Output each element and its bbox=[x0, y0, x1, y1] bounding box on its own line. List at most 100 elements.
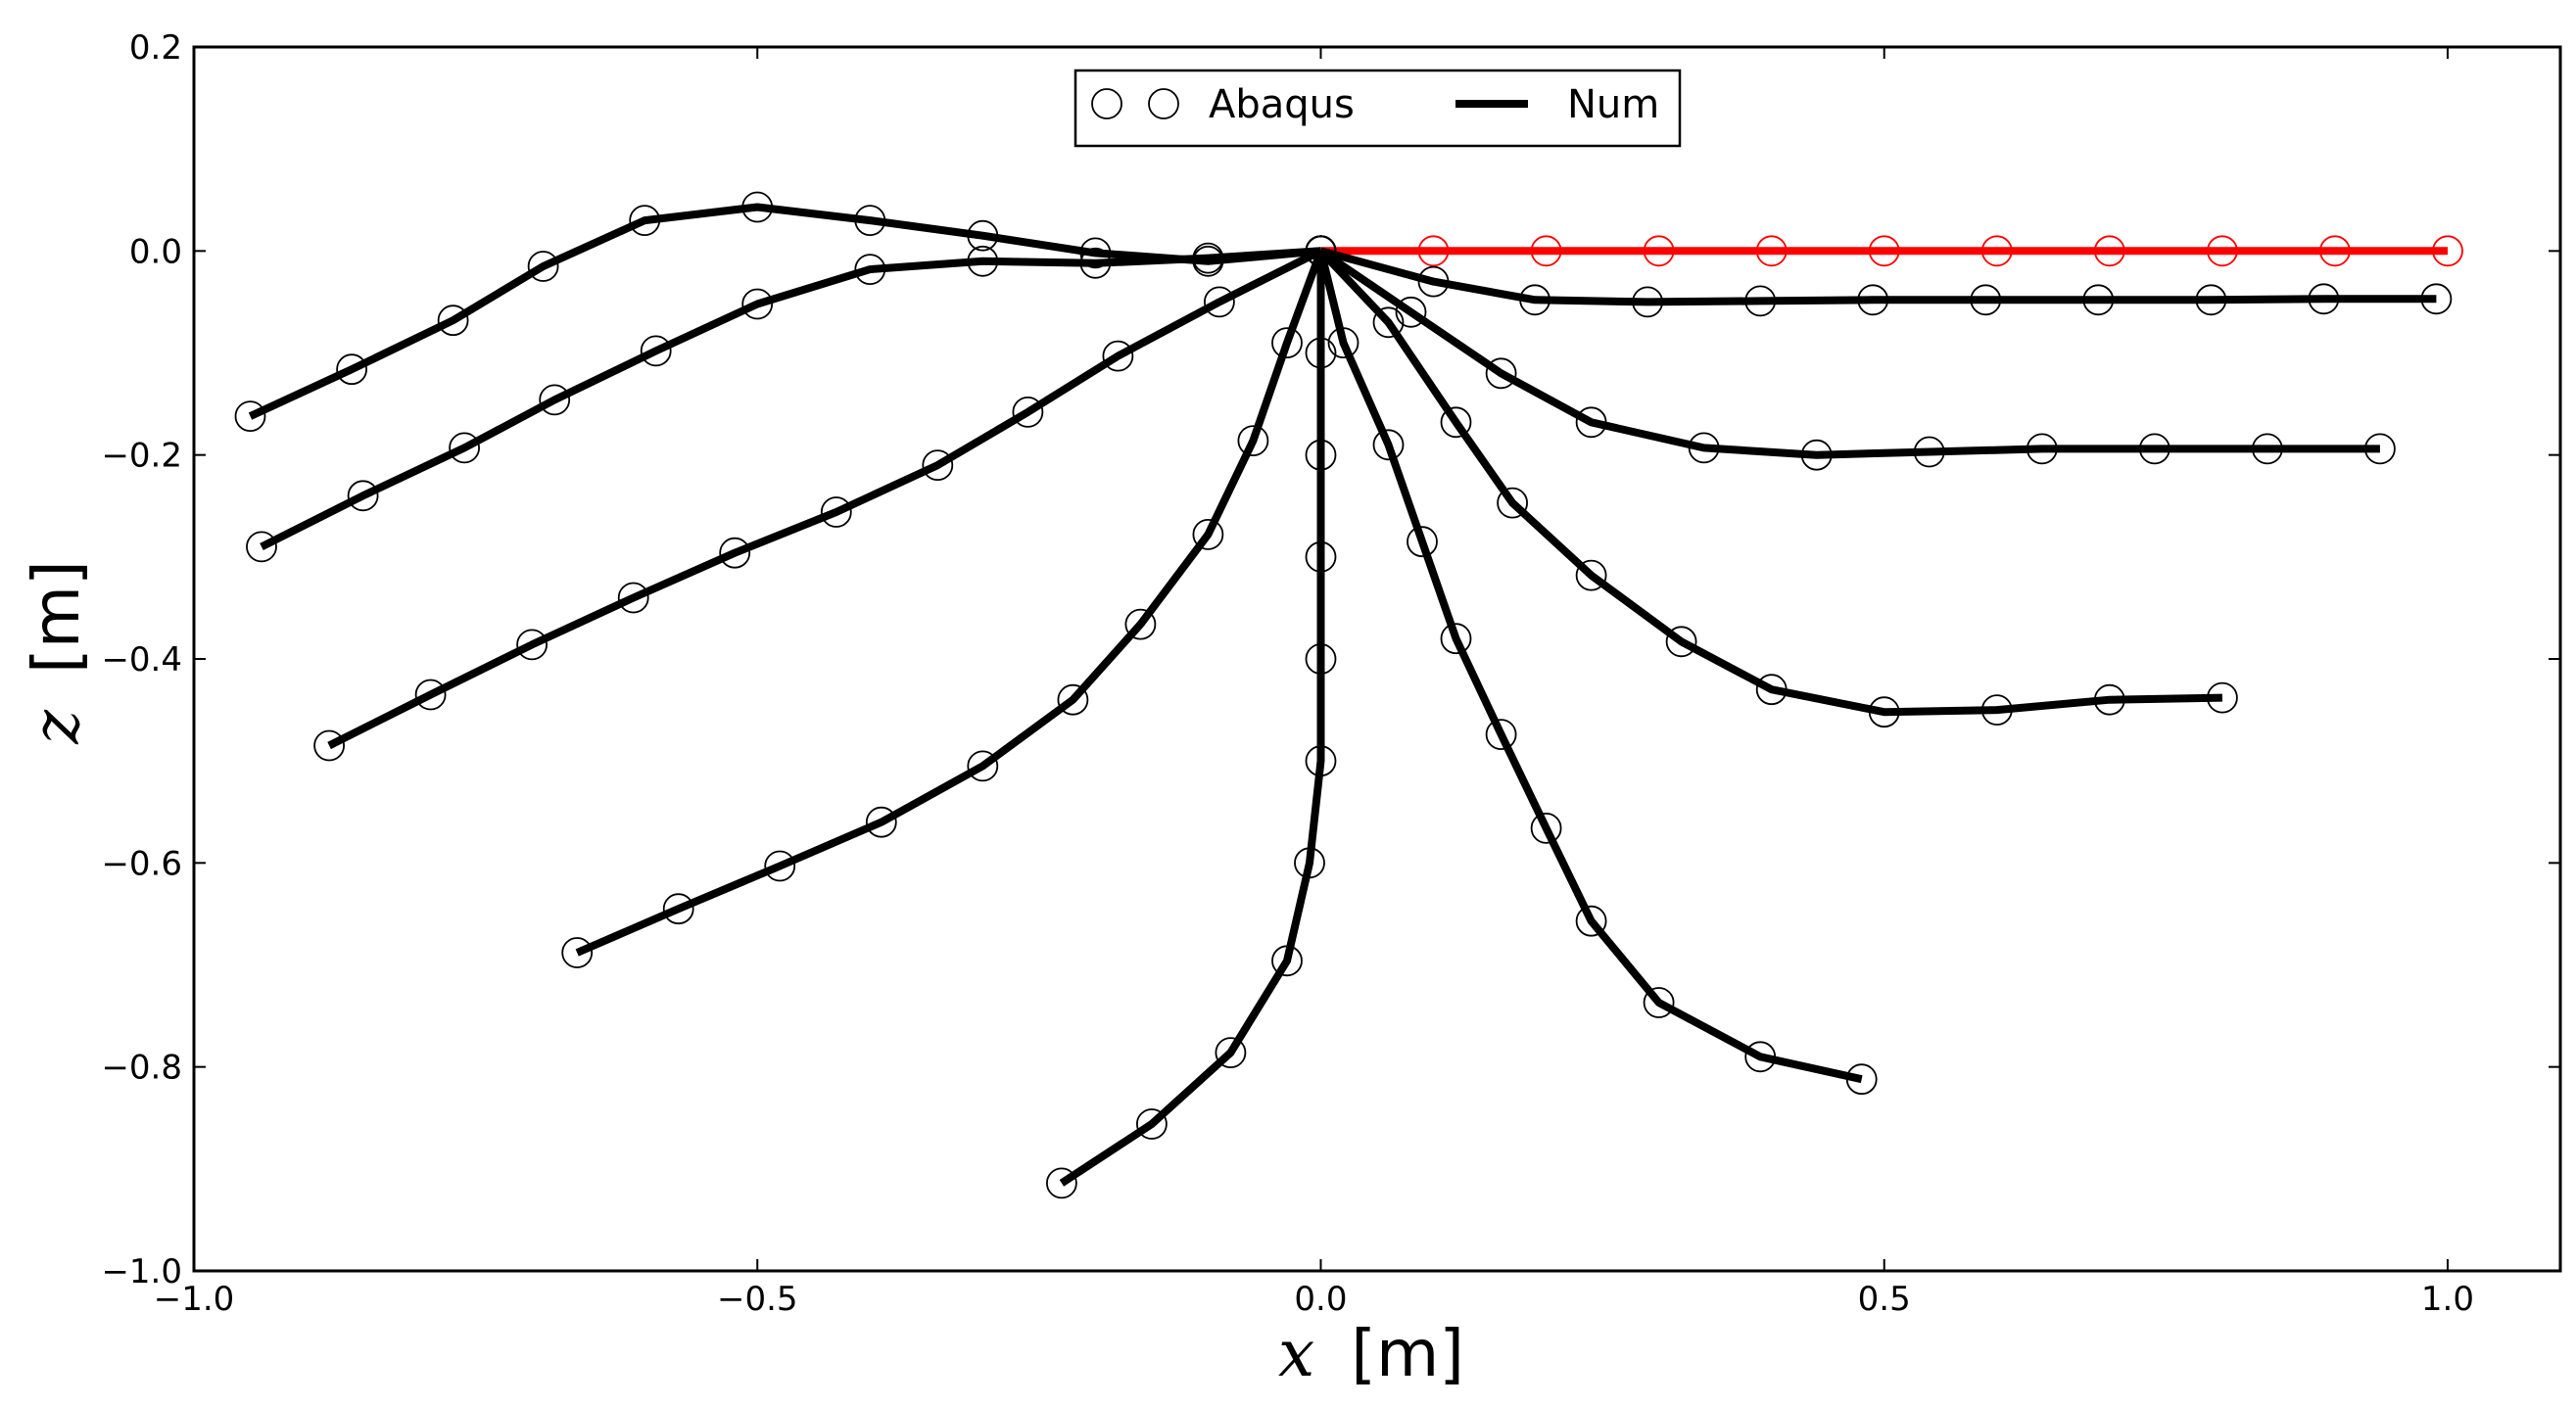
data-point bbox=[2308, 283, 2340, 315]
data-point bbox=[1215, 1037, 1247, 1068]
data-point bbox=[854, 254, 886, 286]
data-point bbox=[449, 432, 481, 464]
x-axis-variable: x bbox=[1278, 1316, 1314, 1391]
data-point bbox=[741, 191, 774, 223]
data-point bbox=[1980, 235, 2013, 267]
y-tick-label: −0.6 bbox=[101, 844, 182, 883]
data-point bbox=[854, 205, 886, 237]
legend: Abaqus Num bbox=[1073, 69, 1682, 148]
data-point bbox=[1632, 286, 1663, 318]
series-8 bbox=[246, 235, 1337, 563]
x-tick-label: −0.5 bbox=[717, 1280, 798, 1319]
data-point bbox=[1046, 1167, 1077, 1199]
series-line bbox=[248, 203, 1321, 420]
y-tick-label: −0.2 bbox=[101, 437, 182, 476]
data-point bbox=[1294, 847, 1325, 879]
data-point bbox=[1372, 306, 1405, 339]
data-point bbox=[719, 537, 751, 569]
data-point bbox=[1305, 235, 1337, 267]
data-point bbox=[1440, 623, 1472, 655]
data-point bbox=[2026, 433, 2058, 465]
data-point bbox=[1913, 436, 1945, 468]
svg-text:x [m]: x [m] bbox=[1278, 1316, 1464, 1391]
data-point bbox=[1519, 284, 1550, 316]
series-7 bbox=[313, 235, 1337, 762]
data-point bbox=[1497, 487, 1528, 519]
data-point bbox=[764, 850, 796, 882]
data-point bbox=[234, 400, 266, 433]
data-point bbox=[1305, 337, 1337, 369]
data-point bbox=[1192, 519, 1224, 550]
data-point bbox=[2138, 433, 2171, 465]
data-point bbox=[1237, 425, 1269, 457]
data-point bbox=[1868, 696, 1900, 728]
data-point bbox=[1643, 235, 1675, 267]
data-point bbox=[1530, 235, 1562, 267]
legend-abaqus-marker bbox=[1091, 88, 1122, 119]
data-point bbox=[2093, 683, 2125, 716]
data-point bbox=[414, 679, 447, 711]
series-line bbox=[1319, 247, 2437, 306]
data-point bbox=[437, 305, 469, 337]
data-point bbox=[2432, 235, 2463, 267]
series-line bbox=[1317, 248, 2222, 717]
data-point bbox=[1970, 284, 2002, 316]
x-tick-label: 0.5 bbox=[1858, 1280, 1911, 1319]
y-axis-unit: [m] bbox=[19, 560, 94, 674]
data-point bbox=[1665, 626, 1697, 658]
x-tick-label: 0.0 bbox=[1294, 1280, 1347, 1319]
data-point bbox=[1327, 327, 1360, 359]
data-point bbox=[1575, 559, 1607, 591]
data-point bbox=[1485, 719, 1517, 750]
data-point bbox=[1530, 813, 1562, 844]
data-point bbox=[741, 288, 774, 320]
y-tick-label: −1.0 bbox=[101, 1252, 182, 1291]
data-point bbox=[2420, 283, 2453, 315]
series-0 bbox=[1305, 235, 2463, 267]
series-5 bbox=[1046, 235, 1337, 1199]
data-point bbox=[313, 729, 346, 762]
series-2 bbox=[1305, 235, 2396, 471]
data-point bbox=[1102, 340, 1134, 372]
y-tick-label: 0.2 bbox=[129, 28, 182, 68]
series-line bbox=[1318, 247, 2380, 459]
data-point bbox=[1744, 285, 1777, 317]
series-4 bbox=[1305, 235, 1878, 1096]
data-point bbox=[820, 496, 852, 528]
data-point bbox=[1744, 1041, 1777, 1073]
data-point bbox=[2093, 235, 2125, 267]
data-point bbox=[1417, 235, 1450, 267]
series-line bbox=[327, 247, 1323, 750]
y-axis-variable: z bbox=[19, 709, 94, 745]
data-point bbox=[1305, 643, 1337, 675]
svg-text:z [m]: z [m] bbox=[19, 560, 94, 745]
data-point bbox=[865, 806, 897, 838]
data-point bbox=[561, 937, 594, 968]
data-point bbox=[1980, 694, 2013, 726]
data-point bbox=[1395, 296, 1427, 328]
legend-abaqus-label: Abaqus bbox=[1209, 82, 1355, 127]
x-tick-label: 1.0 bbox=[2421, 1280, 2474, 1319]
legend-abaqus-marker bbox=[1148, 88, 1179, 119]
data-point bbox=[1372, 429, 1405, 461]
data-point bbox=[1271, 945, 1303, 977]
data-point bbox=[1407, 526, 1438, 558]
series-line bbox=[260, 247, 1321, 550]
legend-num-label: Num bbox=[1567, 82, 1659, 127]
data-point bbox=[516, 629, 548, 661]
data-point bbox=[967, 245, 999, 277]
data-point bbox=[1575, 905, 1607, 937]
data-point bbox=[967, 750, 999, 782]
data-point bbox=[2206, 235, 2238, 267]
data-point bbox=[246, 531, 277, 563]
data-point bbox=[539, 384, 571, 416]
series-line bbox=[1059, 251, 1325, 1187]
x-axis-unit: [m] bbox=[1351, 1316, 1464, 1391]
data-point bbox=[1755, 235, 1788, 267]
data-point bbox=[336, 353, 368, 386]
data-point bbox=[1800, 439, 1833, 471]
data-point bbox=[1575, 406, 1607, 439]
data-point bbox=[1755, 674, 1788, 706]
data-point bbox=[1271, 327, 1303, 359]
data-point bbox=[1643, 987, 1675, 1018]
